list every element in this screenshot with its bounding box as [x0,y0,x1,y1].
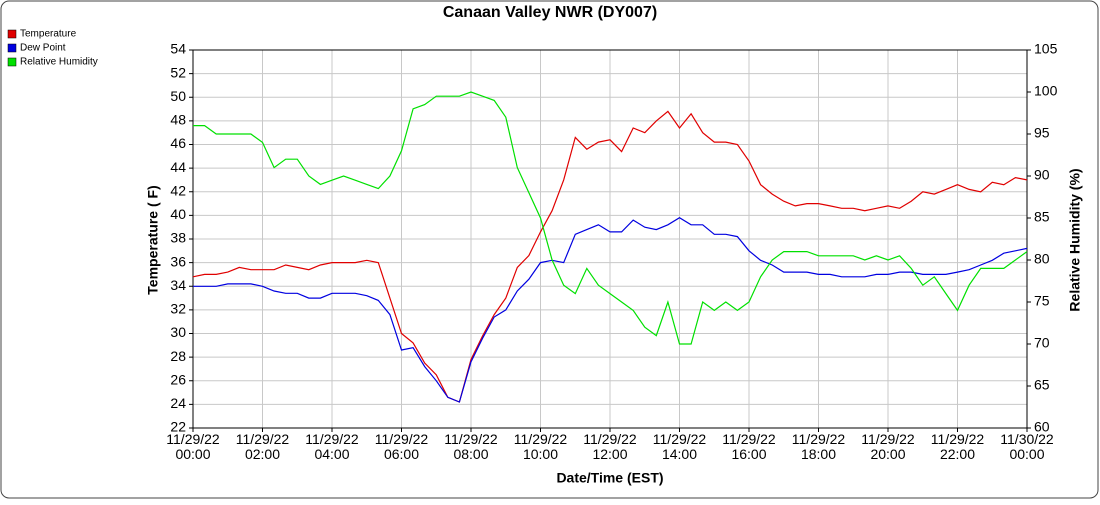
y2-tick-label: 75 [1034,293,1050,309]
y2-tick-label: 100 [1034,83,1058,99]
y-tick-label: 44 [170,159,186,175]
x-tick-label: 11/29/22 20:00 [861,431,915,462]
y2-tick-label: 60 [1034,419,1050,435]
legend-swatch [7,57,17,67]
legend-label: Temperature [20,29,77,40]
plot-area [192,49,1028,429]
legend-label: Dew Point [20,43,66,54]
y-tick-label: 30 [170,324,186,340]
x-tick-label: 11/29/22 12:00 [583,431,637,462]
x-tick-label: 11/29/22 14:00 [653,431,707,462]
y-tick-label: 24 [170,395,186,411]
y2-axis-label: Relative Humidity (%) [1067,168,1083,311]
y2-tick-label: 65 [1034,377,1050,393]
y-tick-label: 52 [170,64,186,80]
y2-tick-label: 80 [1034,251,1050,267]
x-tick-label: 11/29/22 22:00 [931,431,985,462]
x-tick-label: 11/29/22 06:00 [375,431,429,462]
y-tick-label: 50 [170,88,186,104]
x-tick-label: 11/29/22 16:00 [722,431,776,462]
y-tick-label: 28 [170,348,186,364]
y-tick-label: 22 [170,419,186,435]
y-tick-label: 38 [170,230,186,246]
x-tick-label: 11/29/22 02:00 [236,431,290,462]
y2-tick-label: 90 [1034,167,1050,183]
y-tick-label: 32 [170,301,186,317]
x-tick-label: 11/29/22 04:00 [305,431,359,462]
x-tick-label: 11/29/22 10:00 [514,431,568,462]
x-tick-label: 11/30/22 00:00 [1000,431,1054,462]
y2-tick-label: 85 [1034,209,1050,225]
y-tick-label: 40 [170,206,186,222]
x-tick-label: 11/29/22 00:00 [166,431,220,462]
y-tick-label: 34 [170,277,186,293]
legend-label: Relative Humidity [20,57,98,68]
y2-tick-label: 105 [1034,41,1058,57]
x-axis-label: Date/Time (EST) [556,470,663,486]
series-line [192,110,1028,403]
y-tick-label: 54 [170,41,186,57]
y-tick-label: 46 [170,135,186,151]
y-tick-label: 36 [170,253,186,269]
y-tick-label: 48 [170,112,186,128]
y2-tick-label: 95 [1034,125,1050,141]
x-tick-label: 11/29/22 08:00 [444,431,498,462]
y-tick-label: 42 [170,182,186,198]
y-axis-label: Temperature ( F) [145,185,161,294]
series-line [193,91,1028,345]
y-tick-label: 26 [170,371,186,387]
y2-tick-label: 70 [1034,335,1050,351]
series-line [193,216,1028,403]
chart-title: Canaan Valley NWR (DY007) [443,4,657,21]
x-tick-label: 11/29/22 18:00 [792,431,846,462]
legend-swatch [7,29,17,39]
legend-swatch [7,43,17,53]
